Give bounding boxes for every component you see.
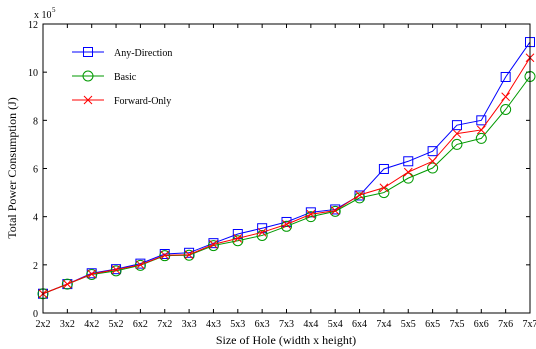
x-tick-label: 7x6	[498, 319, 513, 330]
x-tick-label: 4x4	[303, 319, 318, 330]
x-tick-label: 5x2	[109, 319, 124, 330]
data-point-forward-only	[257, 227, 267, 237]
legend-marker-forward-only	[83, 95, 93, 105]
data-point-forward-only	[136, 260, 145, 270]
x-tick-label: 5x5	[401, 319, 416, 330]
x-tick-label: 6x5	[425, 319, 440, 330]
data-point-basic	[451, 138, 463, 150]
x-tick-label: 3x2	[60, 319, 75, 330]
legend-marker-basic	[82, 70, 94, 82]
series-any-direction	[38, 37, 535, 299]
data-point-any-direction	[378, 163, 389, 174]
data-point-forward-only	[452, 129, 462, 138]
data-point-any-direction	[403, 156, 414, 167]
x-tick-label: 6x3	[255, 319, 270, 330]
data-point-basic	[402, 172, 414, 184]
legend-item-basic: Basic	[72, 70, 137, 83]
y-tick-label: 4	[33, 213, 38, 224]
legend-label-forward-only: Forward-Only	[114, 96, 171, 107]
data-point-forward-only	[379, 183, 389, 193]
data-point-basic	[159, 250, 171, 262]
data-point-any-direction	[500, 71, 511, 82]
x-axis-label: Size of Hole (width x height)	[216, 333, 356, 347]
axis-ticks: 0 2 4 6 8 10 12 2x2 3x2 4x2 5x2 6x2 7x2 3x3 4x3 5x3 6x3 7…	[28, 20, 536, 330]
data-point-basic	[475, 132, 487, 144]
y-tick-label: 8	[33, 116, 38, 127]
data-point-any-direction	[427, 146, 438, 157]
y-tick-label: 0	[33, 309, 38, 320]
x-tick-label: 5x4	[328, 319, 343, 330]
legend-label-any-direction: Any-Direction	[114, 48, 172, 59]
y-multiplier-exponent: 5	[52, 6, 56, 14]
legend-item-forward-only: Forward-Only	[72, 95, 171, 107]
x-tick-label: 5x3	[230, 319, 245, 330]
data-point-forward-only	[62, 279, 72, 289]
data-point-basic	[207, 240, 219, 252]
x-tick-label: 7x5	[449, 319, 464, 330]
series-line-forward-only	[42, 57, 531, 295]
x-tick-label: 7x4	[376, 319, 391, 330]
x-tick-label: 7x3	[279, 319, 294, 330]
x-tick-label: 2x2	[36, 319, 51, 330]
data-point-any-direction	[451, 120, 462, 131]
data-point-basic	[232, 235, 244, 247]
x-tick-label: 6x6	[474, 319, 489, 330]
data-point-any-direction	[476, 115, 487, 126]
data-point-basic	[427, 162, 439, 174]
y-tick-label: 12	[28, 20, 38, 31]
data-point-forward-only	[282, 220, 291, 229]
data-point-forward-only	[476, 125, 486, 135]
y-tick-label: 10	[28, 68, 38, 79]
data-point-forward-only	[184, 250, 194, 260]
x-tick-label: 7x7	[523, 319, 536, 330]
data-point-forward-only	[160, 250, 170, 260]
data-point-basic	[500, 103, 512, 115]
legend-marker-any-direction	[83, 47, 93, 57]
data-point-forward-only	[355, 190, 364, 200]
x-tick-label: 6x4	[352, 319, 367, 330]
data-point-forward-only	[428, 156, 437, 166]
x-tick-label: 6x2	[133, 319, 148, 330]
data-point-basic	[86, 268, 98, 280]
data-point-basic	[61, 278, 73, 290]
y-axis-label: Total Power Consumption (J)	[5, 97, 19, 239]
y-axis-multiplier: x 10 5	[34, 6, 56, 21]
legend-item-any-direction: Any-Direction	[72, 47, 172, 59]
data-point-basic	[256, 229, 268, 241]
plot-series	[37, 37, 536, 300]
series-line-any-direction	[42, 41, 531, 295]
x-tick-label: 3x3	[182, 319, 197, 330]
data-point-forward-only	[330, 206, 340, 215]
y-multiplier-text: x 10	[34, 10, 52, 21]
data-point-forward-only	[111, 265, 121, 275]
data-point-forward-only	[501, 92, 511, 102]
y-tick-label: 6	[33, 165, 38, 176]
x-tick-label: 4x2	[84, 319, 99, 330]
data-point-forward-only	[403, 167, 413, 177]
y-tick-label: 2	[33, 261, 38, 272]
legend-label-basic: Basic	[114, 72, 137, 83]
x-tick-label: 4x3	[206, 319, 221, 330]
data-point-forward-only	[209, 240, 218, 249]
series-line-basic	[42, 76, 531, 295]
plot-area-frame	[42, 23, 531, 314]
data-point-forward-only	[233, 233, 243, 243]
x-tick-label: 7x2	[157, 319, 172, 330]
data-point-forward-only	[87, 269, 97, 279]
legend: Any-Direction Basic Forward-Only	[72, 47, 172, 107]
series-forward-only	[38, 53, 535, 299]
data-point-forward-only	[306, 209, 316, 219]
